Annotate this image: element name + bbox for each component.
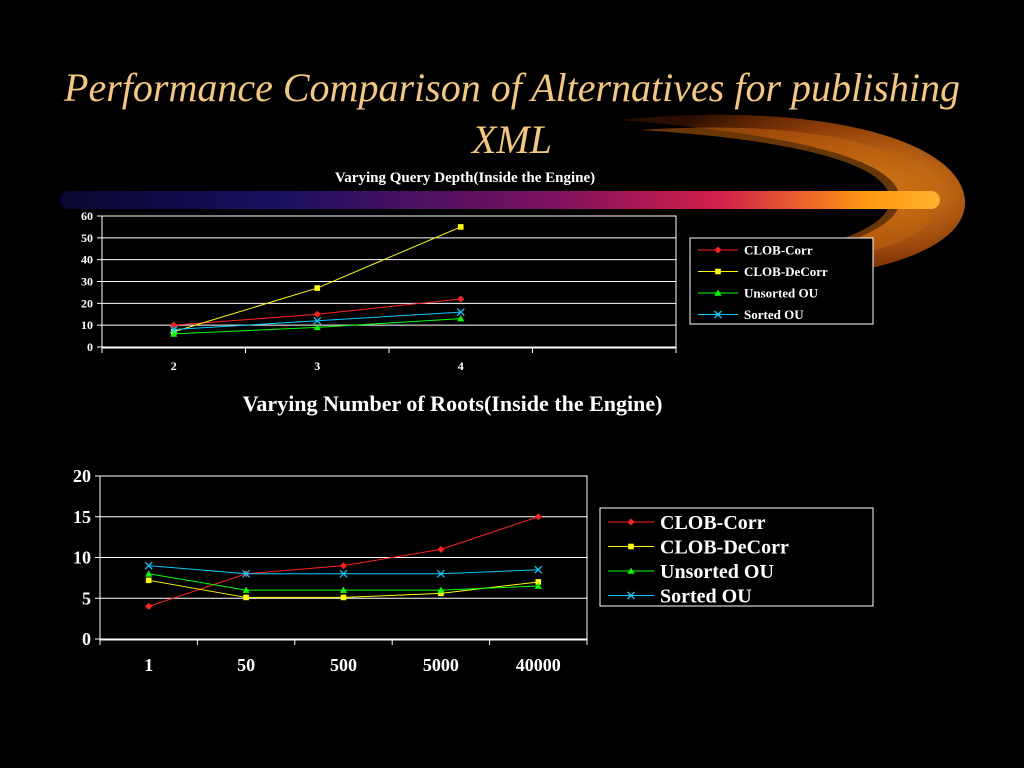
chart1-legend-label: Sorted OU	[744, 307, 804, 322]
chart1-series-1-point	[457, 224, 464, 230]
chart1-y-tick-label: 10	[81, 318, 93, 332]
chart2-series-2-point	[242, 586, 250, 593]
chart1-legend	[689, 237, 874, 325]
gradient-bar	[60, 191, 940, 209]
slide-title: Performance Comparison of Alternatives f…	[64, 65, 960, 162]
chart2-legend-label: CLOB-Corr	[660, 512, 766, 534]
chart1-series-2-point	[457, 315, 465, 322]
chart2-legend-marker	[628, 543, 634, 550]
chart1-legend-label: Unsorted OU	[744, 286, 819, 301]
chart2-series-2-point	[340, 586, 347, 593]
chart1-x-tick-label: 4	[458, 359, 464, 373]
chart1-legend-marker	[714, 289, 722, 296]
chart2-legend-marker	[627, 567, 635, 574]
chart1-series-3-point	[313, 316, 322, 325]
chart1-series-3-point	[169, 325, 178, 334]
chart-2-title: Varying Number of Roots(Inside the Engin…	[242, 391, 663, 416]
chart2-legend-label: Sorted OU	[660, 586, 752, 608]
chart1-y-tick-label: 40	[81, 253, 93, 267]
chart1-y-tick-label: 60	[81, 209, 93, 223]
chart2-legend-marker	[627, 591, 635, 600]
chart2-series-3-point	[534, 565, 543, 574]
chart2-series-0-point	[145, 602, 153, 610]
chart1-legend-marker	[714, 246, 722, 254]
chart1-legend-label: CLOB-Corr	[744, 243, 813, 258]
chart1-y-tick-label: 50	[81, 231, 93, 245]
chart1-series-1-point	[314, 285, 321, 291]
chart2-series-0-point	[437, 545, 445, 553]
chart1-y-tick-label: 20	[81, 296, 93, 310]
chart2-legend-label: Unsorted OU	[660, 561, 774, 583]
chart2-series-2-point	[145, 570, 153, 577]
chart1-legend-marker	[714, 310, 722, 319]
chart2-series-1-point	[243, 594, 249, 601]
chart2-y-tick-label: 0	[82, 629, 91, 649]
chart2-legend-marker	[627, 518, 635, 526]
chart2-series-3-point	[144, 561, 153, 570]
chart1-legend-marker	[715, 268, 721, 275]
chart1-legend-label: CLOB-DeCorr	[744, 264, 828, 279]
chart1-y-tick-label: 0	[87, 340, 93, 354]
chart2-y-tick-label: 15	[73, 507, 91, 527]
chart2-series-1-point	[340, 594, 347, 601]
chart2-legend-label: CLOB-DeCorr	[660, 537, 789, 559]
chart1-x-tick-label: 2	[171, 359, 177, 373]
chart2-series-0-point	[340, 562, 347, 570]
chart1-series-2-point	[313, 323, 321, 331]
chart2-x-tick-label: 500	[330, 655, 357, 675]
chart2-x-tick-label: 5000	[423, 655, 459, 675]
chart2-series-1-point	[535, 579, 542, 585]
chart2-x-tick-label: 40000	[516, 655, 561, 675]
chart2-series-3-point	[242, 569, 251, 578]
chart1-y-tick-label: 30	[81, 275, 93, 289]
chart2-y-tick-label: 5	[82, 588, 91, 608]
chart1-series-0-point	[457, 295, 465, 303]
chart2-y-tick-label: 20	[73, 466, 91, 486]
chart1-series-3-point	[456, 308, 465, 317]
chart1-x-tick-label: 3	[314, 359, 320, 373]
chart2-series-1-point	[145, 577, 152, 584]
chart1-series-0-point	[313, 310, 321, 318]
chart2-y-tick-label: 10	[73, 548, 91, 568]
chart2-legend	[599, 507, 874, 607]
chart2-series-3-point	[436, 569, 445, 578]
chart2-series-0-point	[534, 513, 542, 521]
chart2-series-2-point	[437, 586, 445, 593]
chart2-series-3-point	[339, 569, 348, 578]
chart2-series-line-0	[148, 516, 539, 607]
chart2-x-tick-label: 1	[144, 655, 153, 675]
chart1-series-2-point	[170, 330, 178, 337]
chart-1-title: Varying Query Depth(Inside the Engine)	[334, 170, 596, 186]
chart2-series-2-point	[534, 582, 542, 589]
chart2-x-tick-label: 50	[237, 655, 255, 675]
chart2-series-1-point	[438, 590, 444, 597]
